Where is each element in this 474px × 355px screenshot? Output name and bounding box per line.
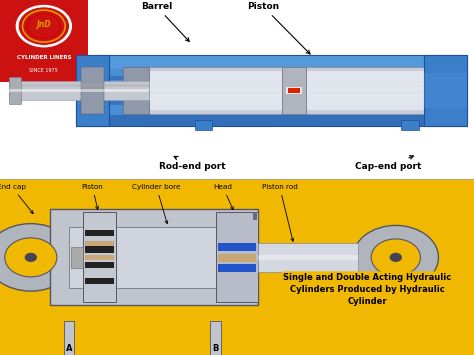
Bar <box>282 67 306 114</box>
Bar <box>85 262 114 268</box>
Text: Cap-end port: Cap-end port <box>356 155 422 171</box>
Bar <box>9 81 149 100</box>
Text: Head: Head <box>213 184 233 209</box>
Bar <box>123 67 429 114</box>
Text: Piston: Piston <box>247 2 310 54</box>
Circle shape <box>371 239 420 276</box>
Text: Piston: Piston <box>82 184 103 209</box>
Bar <box>85 278 114 284</box>
Bar <box>76 101 467 105</box>
Text: A: A <box>65 344 72 353</box>
Bar <box>128 88 424 91</box>
Bar <box>85 241 114 246</box>
Bar <box>401 120 419 130</box>
Circle shape <box>390 253 402 262</box>
Bar <box>0 0 474 179</box>
Text: JnD: JnD <box>36 20 51 29</box>
Circle shape <box>18 7 69 45</box>
Bar <box>85 230 114 236</box>
Text: Rod-end port: Rod-end port <box>159 156 225 171</box>
Text: SINCE 1975: SINCE 1975 <box>29 68 58 73</box>
Circle shape <box>25 253 37 262</box>
Text: Piston rod: Piston rod <box>24 41 84 72</box>
Text: CYLINDER LINERS: CYLINDER LINERS <box>17 55 71 60</box>
Text: Cylinder bore: Cylinder bore <box>132 184 181 224</box>
Bar <box>69 227 258 288</box>
Bar <box>123 67 149 114</box>
Bar <box>76 55 109 126</box>
Bar <box>83 212 116 302</box>
Circle shape <box>353 225 438 289</box>
Bar <box>128 71 424 110</box>
Text: Piston rod: Piston rod <box>262 184 298 241</box>
Bar <box>258 243 358 272</box>
Text: End cap: End cap <box>0 184 33 214</box>
Bar <box>76 115 467 126</box>
Bar <box>76 76 467 80</box>
Bar <box>424 55 467 126</box>
Bar <box>195 120 212 130</box>
Bar <box>128 94 424 96</box>
Bar <box>71 247 83 268</box>
Text: Single and Double Acting Hydraulic
Cylinders Produced by Hydraulic
Cylinder: Single and Double Acting Hydraulic Cylin… <box>283 273 451 306</box>
Bar <box>218 243 256 251</box>
Circle shape <box>16 6 71 47</box>
Bar <box>9 77 21 104</box>
Bar <box>50 209 258 305</box>
Bar <box>132 86 139 95</box>
Bar <box>253 212 257 220</box>
Bar <box>288 88 300 93</box>
Bar <box>424 73 467 108</box>
Bar <box>216 212 258 302</box>
Bar <box>85 246 114 253</box>
Bar <box>0 179 474 355</box>
Circle shape <box>0 224 76 291</box>
Bar <box>9 89 149 92</box>
Bar <box>128 83 424 85</box>
Bar <box>210 321 221 355</box>
Bar <box>258 255 358 260</box>
Bar <box>218 254 256 262</box>
Bar <box>64 321 74 355</box>
Bar <box>128 100 424 102</box>
Text: Barrel: Barrel <box>141 2 189 42</box>
Bar <box>128 77 424 79</box>
Bar <box>286 87 302 94</box>
Bar <box>218 264 256 272</box>
Bar <box>81 67 104 114</box>
Circle shape <box>5 238 57 277</box>
Bar <box>9 83 149 87</box>
Bar <box>85 256 114 261</box>
Text: B: B <box>212 344 219 353</box>
Bar <box>0 0 88 82</box>
Bar <box>76 56 467 69</box>
Bar <box>76 55 467 126</box>
